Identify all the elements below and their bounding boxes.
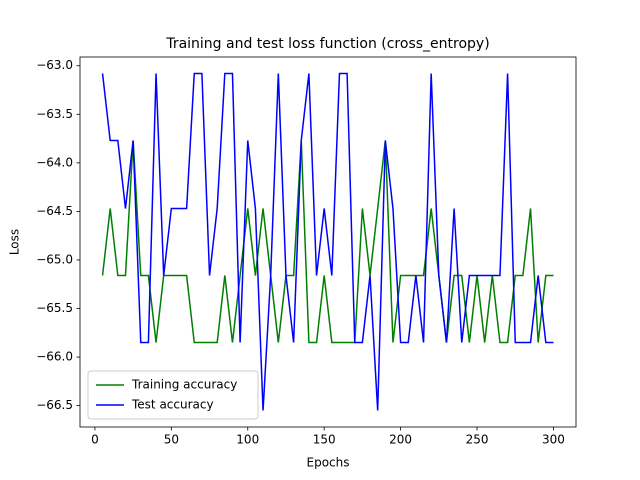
chart-title: Training and test loss function (cross_e… xyxy=(165,36,489,52)
series-line xyxy=(101,72,554,411)
legend-box xyxy=(87,370,259,420)
y-tick-label: −66.0 xyxy=(36,350,73,364)
y-tick-label: −63.0 xyxy=(36,58,73,72)
plot-frame xyxy=(79,56,577,428)
y-tick-label: −66.5 xyxy=(36,398,73,412)
y-axis-label: Loss xyxy=(8,229,22,255)
x-tick-label: 250 xyxy=(466,433,489,447)
x-tick-label: 300 xyxy=(542,433,565,447)
x-axis-label: Epochs xyxy=(307,456,350,470)
x-tick-label: 150 xyxy=(313,433,336,447)
y-tick-label: −65.0 xyxy=(36,252,73,266)
x-tick-label: 200 xyxy=(389,433,412,447)
x-tick-label: 50 xyxy=(164,433,179,447)
legend-label: Test accuracy xyxy=(131,398,214,412)
y-tick-label: −64.0 xyxy=(36,155,73,169)
legend-label: Training accuracy xyxy=(131,378,237,392)
y-tick-label: −64.5 xyxy=(36,204,73,218)
y-tick-label: −63.5 xyxy=(36,107,73,121)
y-tick-label: −65.5 xyxy=(36,301,73,315)
x-tick-label: 0 xyxy=(91,433,99,447)
series-line xyxy=(101,140,554,344)
x-tick-label: 100 xyxy=(236,433,259,447)
